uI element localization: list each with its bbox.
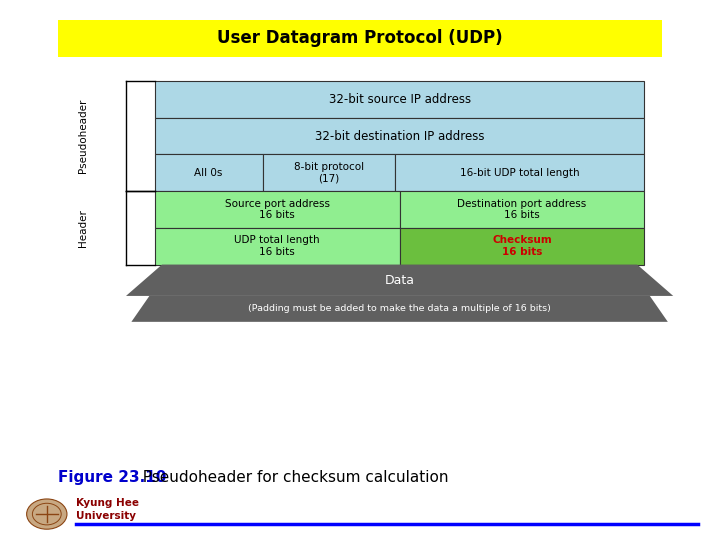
Text: (Padding must be added to make the data a multiple of 16 bits): (Padding must be added to make the data …	[248, 305, 551, 313]
Bar	[155, 81, 644, 118]
Polygon shape	[126, 265, 673, 296]
Bar	[155, 154, 263, 191]
Text: Header: Header	[78, 209, 88, 247]
Bar	[263, 154, 395, 191]
Text: User Datagram Protocol (UDP): User Datagram Protocol (UDP)	[217, 29, 503, 48]
Bar	[155, 191, 400, 228]
Circle shape	[27, 499, 67, 529]
Bar	[395, 154, 644, 191]
Bar	[58, 20, 662, 57]
Text: UDP total length
16 bits: UDP total length 16 bits	[235, 235, 320, 257]
Text: Destination port address
16 bits: Destination port address 16 bits	[457, 199, 587, 220]
Bar	[400, 228, 644, 265]
Text: 8-bit protocol
(17): 8-bit protocol (17)	[294, 162, 364, 184]
Text: Pseudoheader for checksum calculation: Pseudoheader for checksum calculation	[133, 470, 449, 485]
Text: Pseudoheader: Pseudoheader	[78, 99, 88, 173]
Text: Kyung Hee
University: Kyung Hee University	[76, 498, 138, 521]
Text: 32-bit source IP address: 32-bit source IP address	[328, 93, 471, 106]
Polygon shape	[132, 296, 668, 322]
Bar	[155, 118, 644, 154]
Text: All 0s: All 0s	[194, 168, 223, 178]
Text: 32-bit destination IP address: 32-bit destination IP address	[315, 130, 485, 143]
Text: Source port address
16 bits: Source port address 16 bits	[225, 199, 330, 220]
Text: Checksum
16 bits: Checksum 16 bits	[492, 235, 552, 257]
Bar	[400, 191, 644, 228]
Text: Figure 23.10: Figure 23.10	[58, 470, 166, 485]
Bar	[155, 228, 400, 265]
Text: Data: Data	[384, 274, 415, 287]
Text: 16-bit UDP total length: 16-bit UDP total length	[460, 168, 580, 178]
